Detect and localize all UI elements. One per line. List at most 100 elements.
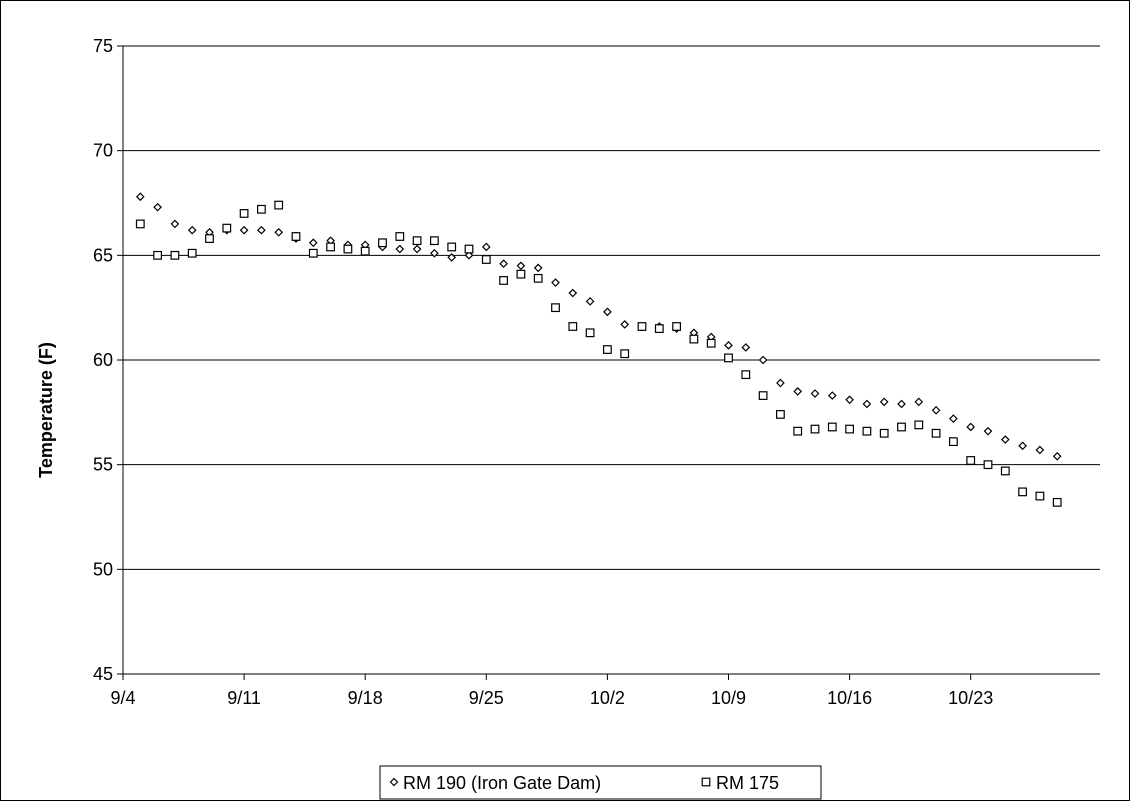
data-point-rm175 [222, 223, 232, 233]
data-point-rm175 [257, 204, 266, 214]
x-tick-label: 10/2 [590, 688, 625, 708]
data-point-rm190 [430, 248, 439, 258]
y-tick-label: 60 [93, 350, 113, 370]
data-point-rm175 [724, 353, 733, 363]
data-point-rm175 [966, 456, 976, 465]
data-point-rm190 [499, 259, 508, 269]
x-tick-labels: 9/4 9/11 9/18 9/25 10/2 10/9 10/16 10/23 [110, 688, 993, 708]
y-tick-label: 70 [93, 141, 113, 161]
data-point-rm190 [793, 387, 803, 396]
data-point-rm175 [135, 219, 145, 229]
data-point-rm175 [464, 244, 474, 254]
data-point-rm190 [239, 225, 249, 235]
data-point-rm175 [827, 422, 837, 432]
series-rm190 [135, 192, 1062, 461]
data-point-rm190 [931, 405, 941, 415]
data-point-rm190 [810, 389, 820, 398]
legend-box [379, 765, 822, 800]
data-point-rm175 [430, 236, 439, 246]
data-point-rm190 [412, 244, 422, 254]
data-point-rm175 [481, 255, 491, 264]
data-point-rm175 [533, 273, 543, 283]
data-point-rm190 [1052, 451, 1062, 461]
data-point-rm175 [654, 324, 664, 333]
data-point-rm175 [983, 460, 993, 470]
data-point-rm175 [205, 234, 214, 243]
data-point-rm190 [257, 225, 266, 235]
data-point-rm190 [187, 225, 197, 235]
data-point-rm175 [637, 322, 647, 331]
data-point-rm175 [879, 428, 889, 438]
data-point-rm190 [879, 397, 889, 407]
y-axis-title: Temperature (F) [36, 342, 56, 478]
data-series [135, 192, 1062, 507]
data-point-rm190 [533, 263, 543, 273]
y-tick-labels: 45 50 55 60 65 70 75 [93, 36, 113, 684]
data-point-rm175 [378, 238, 387, 248]
data-point-rm190 [897, 399, 906, 409]
data-point-rm175 [897, 422, 906, 432]
y-tick-label: 55 [93, 455, 113, 475]
data-point-rm190 [308, 238, 318, 248]
legend-label-rm190: RM 190 (Iron Gate Dam) [403, 773, 601, 793]
data-point-rm175 [291, 232, 301, 241]
data-point-rm175 [412, 236, 422, 246]
legend-marker-square [701, 777, 711, 787]
data-point-rm190 [914, 397, 924, 407]
data-point-rm175 [153, 250, 163, 260]
data-point-rm175 [1000, 466, 1010, 476]
data-point-rm175 [274, 200, 284, 210]
data-point-rm175 [741, 370, 751, 380]
data-point-rm175 [706, 338, 716, 348]
data-point-rm175 [326, 242, 335, 252]
data-point-rm190 [620, 320, 630, 329]
x-tick-label: 9/18 [348, 688, 383, 708]
data-point-rm175 [360, 246, 370, 256]
data-point-rm175 [499, 276, 508, 285]
y-tick-label: 65 [93, 245, 113, 265]
data-point-rm190 [603, 307, 612, 317]
axes [122, 46, 1100, 680]
legend-diamond-icon [389, 777, 399, 787]
data-point-rm175 [914, 420, 924, 430]
data-point-rm190 [827, 391, 837, 400]
data-point-rm175 [689, 334, 699, 344]
data-point-rm190 [274, 227, 284, 237]
data-point-rm175 [516, 269, 526, 279]
y-tick-label: 50 [93, 559, 113, 579]
x-tick-label: 10/9 [711, 688, 746, 708]
data-point-rm190 [481, 242, 491, 252]
legend-label-rm175: RM 175 [716, 773, 779, 793]
data-point-rm175 [395, 232, 405, 241]
data-point-rm175 [620, 349, 630, 359]
data-point-rm175 [343, 244, 353, 254]
data-point-rm175 [187, 248, 197, 258]
data-point-rm175 [931, 428, 941, 438]
data-point-rm190 [776, 378, 785, 388]
data-point-rm190 [447, 253, 457, 262]
data-point-rm175 [775, 410, 785, 419]
data-point-rm190 [464, 250, 474, 260]
gridlines [117, 45, 1100, 675]
data-point-rm175 [948, 437, 958, 447]
y-tick-label: 45 [93, 664, 113, 684]
data-point-rm190 [516, 261, 526, 271]
x-tick-label: 10/16 [827, 688, 872, 708]
x-tick-label: 9/25 [469, 688, 504, 708]
data-point-rm190 [1018, 441, 1027, 451]
data-point-rm175 [845, 424, 854, 434]
data-point-rm190 [724, 340, 733, 350]
legend-square-icon [701, 777, 711, 787]
data-point-rm175 [602, 345, 612, 354]
data-point-rm175 [308, 248, 318, 258]
data-point-rm190 [170, 219, 180, 229]
data-point-rm190 [983, 426, 993, 436]
data-point-rm175 [810, 424, 820, 434]
x-tick-label: 9/4 [110, 688, 135, 708]
data-point-rm175 [568, 322, 578, 331]
data-point-rm175 [1035, 491, 1045, 501]
data-point-rm190 [862, 399, 872, 409]
data-point-rm190 [395, 244, 405, 254]
data-point-rm190 [966, 422, 976, 432]
